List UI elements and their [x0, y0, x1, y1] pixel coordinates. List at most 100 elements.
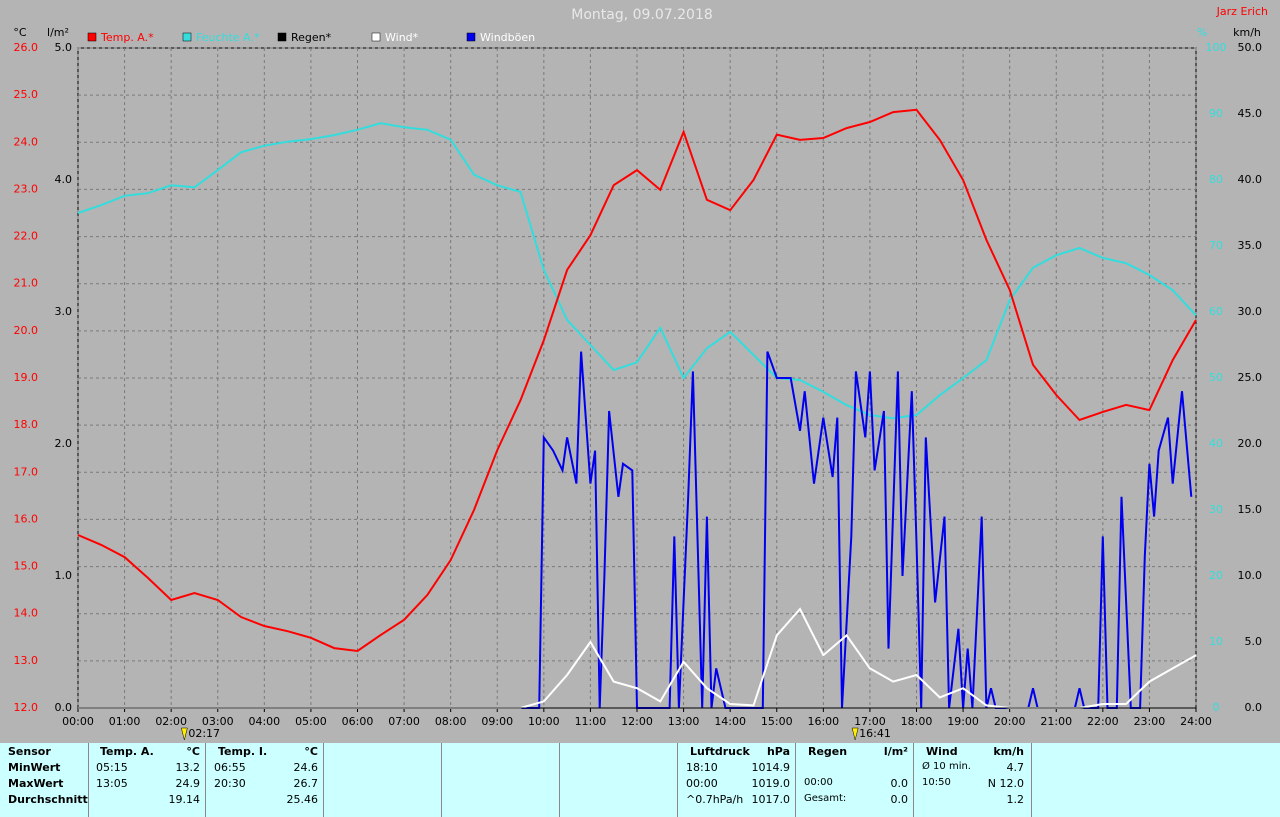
y4-tick-label: 45.0: [1238, 107, 1263, 120]
x-tick-label: 18:00: [901, 715, 933, 728]
column-divider: [677, 743, 678, 817]
cell-label: 06:55: [214, 761, 246, 774]
cell-value: N 12.0: [987, 777, 1024, 790]
cell-value: 24.6: [293, 761, 319, 774]
cell-value: 0.0: [890, 777, 909, 790]
x-tick-label: 14:00: [714, 715, 746, 728]
legend-swatch: [277, 32, 287, 42]
legend-swatch: [182, 32, 192, 42]
sun-marker: [181, 727, 188, 741]
cell-label: Gesamt:: [804, 793, 847, 804]
cell-label: ^0.7hPa/h: [686, 793, 744, 806]
x-tick-label: 00:00: [62, 715, 94, 728]
y3-tick-label: 70: [1209, 239, 1223, 252]
y4-unit: km/h: [1233, 26, 1261, 39]
column-divider: [323, 743, 324, 817]
x-tick-label: 06:00: [342, 715, 374, 728]
x-tick-label: 01:00: [109, 715, 141, 728]
y3-tick-label: 60: [1209, 305, 1223, 318]
x-tick-label: 08:00: [435, 715, 467, 728]
row-label: Sensor: [8, 745, 51, 758]
row-label: MaxWert: [8, 777, 64, 790]
y-tick-label: 15.0: [14, 560, 39, 573]
cell-value: 1.2: [1006, 793, 1025, 806]
cell-label: 05:15: [96, 761, 128, 774]
y-tick-label: 25.0: [14, 88, 39, 101]
y2-tick-label: 1.0: [55, 569, 73, 582]
column-divider: [913, 743, 914, 817]
x-tick-label: 05:00: [295, 715, 327, 728]
y4-tick-label: 40.0: [1238, 173, 1263, 186]
y3-tick-label: 30: [1209, 503, 1223, 516]
cell-value: 26.7: [293, 777, 319, 790]
legend-label: Regen*: [291, 31, 332, 44]
y4-tick-label: 5.0: [1245, 635, 1263, 648]
x-tick-label: 21:00: [1040, 715, 1072, 728]
y4-tick-label: 30.0: [1238, 305, 1263, 318]
legend-label: Windböen: [480, 31, 535, 44]
group-unit: °C: [304, 745, 318, 758]
y2-unit: l/m²: [47, 26, 69, 39]
column-divider: [559, 743, 560, 817]
series-line: [78, 351, 1193, 709]
y2-tick-label: 5.0: [55, 41, 73, 54]
author: Jarz Erich: [1216, 5, 1268, 18]
y-tick-label: 24.0: [14, 135, 39, 148]
y-tick-label: 21.0: [14, 277, 39, 290]
group-unit: hPa: [766, 745, 790, 758]
y2-tick-label: 2.0: [55, 437, 73, 450]
x-tick-label: 04:00: [248, 715, 280, 728]
cell-label: 18:10: [686, 761, 718, 774]
cell-value: 1014.9: [751, 761, 791, 774]
sun-marker: [851, 727, 859, 741]
group-unit: l/m²: [883, 745, 908, 758]
y4-tick-label: 50.0: [1238, 41, 1263, 54]
cell-value: 25.46: [286, 793, 319, 806]
y3-tick-label: 90: [1209, 107, 1223, 120]
cell-value: 13.2: [175, 761, 201, 774]
legend-label: Feuchte A.*: [196, 31, 260, 44]
series-line: [77, 108, 1197, 653]
x-tick-label: 11:00: [575, 715, 607, 728]
y3-tick-label: 0: [1213, 701, 1220, 714]
cell-value: 19.14: [168, 793, 201, 806]
cell-value: 1019.0: [751, 777, 791, 790]
y-tick-label: 17.0: [14, 465, 39, 478]
legend-label: Wind*: [385, 31, 419, 44]
y3-tick-label: 10: [1209, 635, 1223, 648]
cell-label: 13:05: [96, 777, 128, 790]
y3-tick-label: 20: [1209, 569, 1223, 582]
y2-tick-label: 4.0: [55, 173, 73, 186]
x-tick-label: 24:00: [1180, 715, 1212, 728]
chart-title: Montag, 09.07.2018: [571, 7, 713, 23]
y2-tick-label: 0.0: [55, 701, 73, 714]
x-tick-label: 07:00: [388, 715, 420, 728]
y3-unit: %: [1197, 26, 1207, 39]
group-unit: km/h: [993, 745, 1024, 758]
x-tick-label: 02:00: [155, 715, 187, 728]
y-tick-label: 20.0: [14, 324, 39, 337]
series-line: [77, 122, 1197, 420]
y-tick-label: 14.0: [14, 607, 39, 620]
group-title: Wind: [926, 745, 958, 758]
y-tick-label: 13.0: [14, 654, 39, 667]
legend-label: Temp. A.*: [100, 31, 154, 44]
column-divider: [441, 743, 442, 817]
cell-label: 00:00: [686, 777, 718, 790]
cell-value: 4.7: [1006, 761, 1025, 774]
y4-tick-label: 20.0: [1238, 437, 1263, 450]
y2-tick-label: 3.0: [55, 305, 73, 318]
x-tick-label: 09:00: [481, 715, 513, 728]
cell-value: 0.0: [890, 793, 909, 806]
legend-swatch: [87, 32, 97, 42]
x-tick-label: 10:00: [528, 715, 560, 728]
annotation: 16:41: [859, 727, 891, 740]
x-tick-label: 12:00: [621, 715, 653, 728]
y-tick-label: 12.0: [14, 701, 39, 714]
cell-label: Ø 10 min.: [922, 761, 971, 772]
row-label: Durchschnitt: [8, 793, 88, 806]
group-unit: °C: [186, 745, 200, 758]
y-tick-label: 26.0: [14, 41, 39, 54]
cell-label: 20:30: [214, 777, 246, 790]
